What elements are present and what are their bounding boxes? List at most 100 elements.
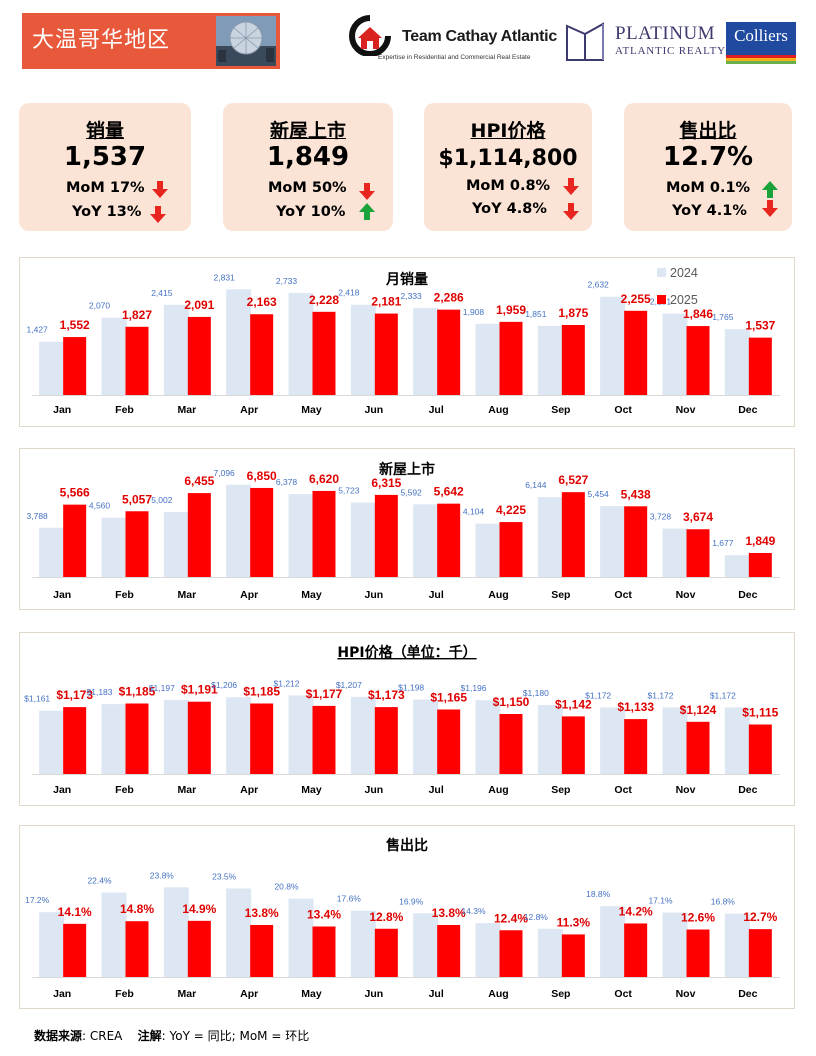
bar-2024-oct [600,506,626,577]
colliers-name: Colliers [734,26,788,45]
bar-2025-oct [624,719,648,774]
data-label-2024: 2,831 [214,272,236,282]
data-label-2024: $1,207 [336,680,362,690]
bar-2024-mar [163,699,189,774]
data-label-2024: 2,418 [338,288,360,298]
x-tick-label: Jan [53,404,71,416]
data-label-2025: $1,177 [306,687,343,701]
bar-2025-sep [561,934,585,977]
data-label-2025: 2,181 [371,295,401,309]
bar-2024-jun [350,696,376,774]
data-label-2025: $1,142 [555,697,592,711]
bar-2024-jan [39,527,65,577]
data-label-2024: 5,723 [338,486,360,496]
footer-note-value: : YoY = 同比; MoM = 环比 [161,1029,310,1043]
bar-2025-apr [250,314,274,395]
region-banner: 大温哥华地区 [22,13,280,69]
footer-note-label: 注解 [137,1029,162,1043]
bar-2025-feb [125,511,149,577]
arrow-down-icon [762,200,778,217]
chart-hpi-price: HPI价格（单位：千） $1,161 $1,173 Jan $1,183 $1,185 Fe… [24,644,780,796]
bar-2024-dec [724,555,750,577]
bar-2024-feb [101,517,127,577]
arrow-up-icon [762,181,778,198]
data-label-2024: 4,560 [89,501,111,511]
x-tick-label: Jan [53,589,71,601]
bar-2024-jan [39,912,65,977]
chart-sales-ratio: 售出比 17.2% 14.1% Jan 22.4% 14.8% Feb 23.8% 14.9% M… [25,837,780,1000]
kpi-yoy: YoY 4.1% [672,203,747,219]
kpi-mom: MoM 17% [66,180,145,196]
bar-2025-apr [250,924,274,977]
data-label-2025: 5,642 [434,485,464,499]
bar-2024-nov [662,528,688,577]
x-tick-label: Sep [551,589,570,601]
data-label-2025: 14.2% [619,904,653,918]
data-label-2024: $1,196 [461,683,487,693]
data-label-2025: 14.1% [58,905,92,919]
x-tick-label: Dec [738,404,757,416]
bar-2025-aug [499,714,523,774]
data-label-2025: $1,191 [181,683,218,697]
bar-2024-apr [226,484,252,577]
kpi-card-new-listings: 新屋上市 1,849 MoM 50% YoY 10% [223,103,393,231]
data-label-2024: 18.8% [586,889,611,899]
bar-2024-apr [226,697,252,774]
data-label-2025: 12.7% [743,910,777,924]
x-tick-label: Dec [738,589,757,601]
bar-2025-nov [686,721,710,774]
x-tick-label: Jun [364,589,383,601]
data-label-2024: 17.6% [337,894,362,904]
bar-2024-jan [39,341,65,395]
data-label-2025: 6,850 [247,469,277,483]
kpi-yoy: YoY 10% [276,204,346,220]
data-label-2024: $1,183 [87,687,113,697]
x-tick-label: Feb [115,404,134,416]
data-label-2024: 23.8% [150,870,175,880]
x-tick-label: Nov [676,988,696,1000]
x-tick-label: Mar [177,784,196,796]
data-label-2025: $1,133 [617,700,654,714]
data-label-2024: $1,180 [523,688,549,698]
data-label-2025: 1,849 [745,534,775,548]
x-tick-label: Jan [53,988,71,1000]
bar-2024-mar [163,511,189,577]
data-label-2024: $1,172 [585,690,611,700]
x-tick-label: Jun [364,784,383,796]
platinum-emblem-icon [566,22,604,61]
bar-2024-oct [600,906,626,977]
bar-2025-jun [374,313,398,395]
bar-2025-oct [624,923,648,977]
x-tick-label: Feb [115,589,134,601]
data-label-2025: 13.8% [432,906,466,920]
bar-2025-apr [250,487,274,577]
x-tick-label: Nov [676,404,696,416]
kpi-title: HPI价格 [470,120,546,142]
data-label-2024: 1,427 [27,325,49,335]
bar-2025-nov [686,326,710,395]
data-label-2024: 22.4% [87,876,112,886]
bar-2024-nov [662,912,688,977]
bar-2025-sep [561,492,585,577]
data-label-2025: 14.8% [120,902,154,916]
x-tick-label: Jun [364,404,383,416]
bar-2024-nov [662,313,688,395]
bar-2025-dec [748,724,772,774]
data-label-2025: 2,091 [184,298,214,312]
bar-2024-sep [537,497,563,577]
data-label-2024: 16.8% [711,897,736,907]
data-label-2025: $1,165 [430,691,467,705]
data-label-2025: 3,674 [683,510,713,524]
platinum-atlantic-logo: PLATINUM ATLANTIC REALTY [563,20,725,64]
bar-2025-aug [499,321,523,395]
x-tick-label: Feb [115,784,134,796]
bar-2025-jun [374,707,398,774]
bar-2024-apr [226,888,252,977]
data-label-2024: 1,851 [525,309,547,319]
data-label-2024: 5,592 [401,487,423,497]
bar-2025-aug [499,522,523,577]
vancouver-dome-photo [216,16,276,66]
data-label-2024: 5,002 [151,495,173,505]
chart-title: HPI价格（单位：千） [337,644,476,661]
x-tick-label: Oct [614,988,632,1000]
